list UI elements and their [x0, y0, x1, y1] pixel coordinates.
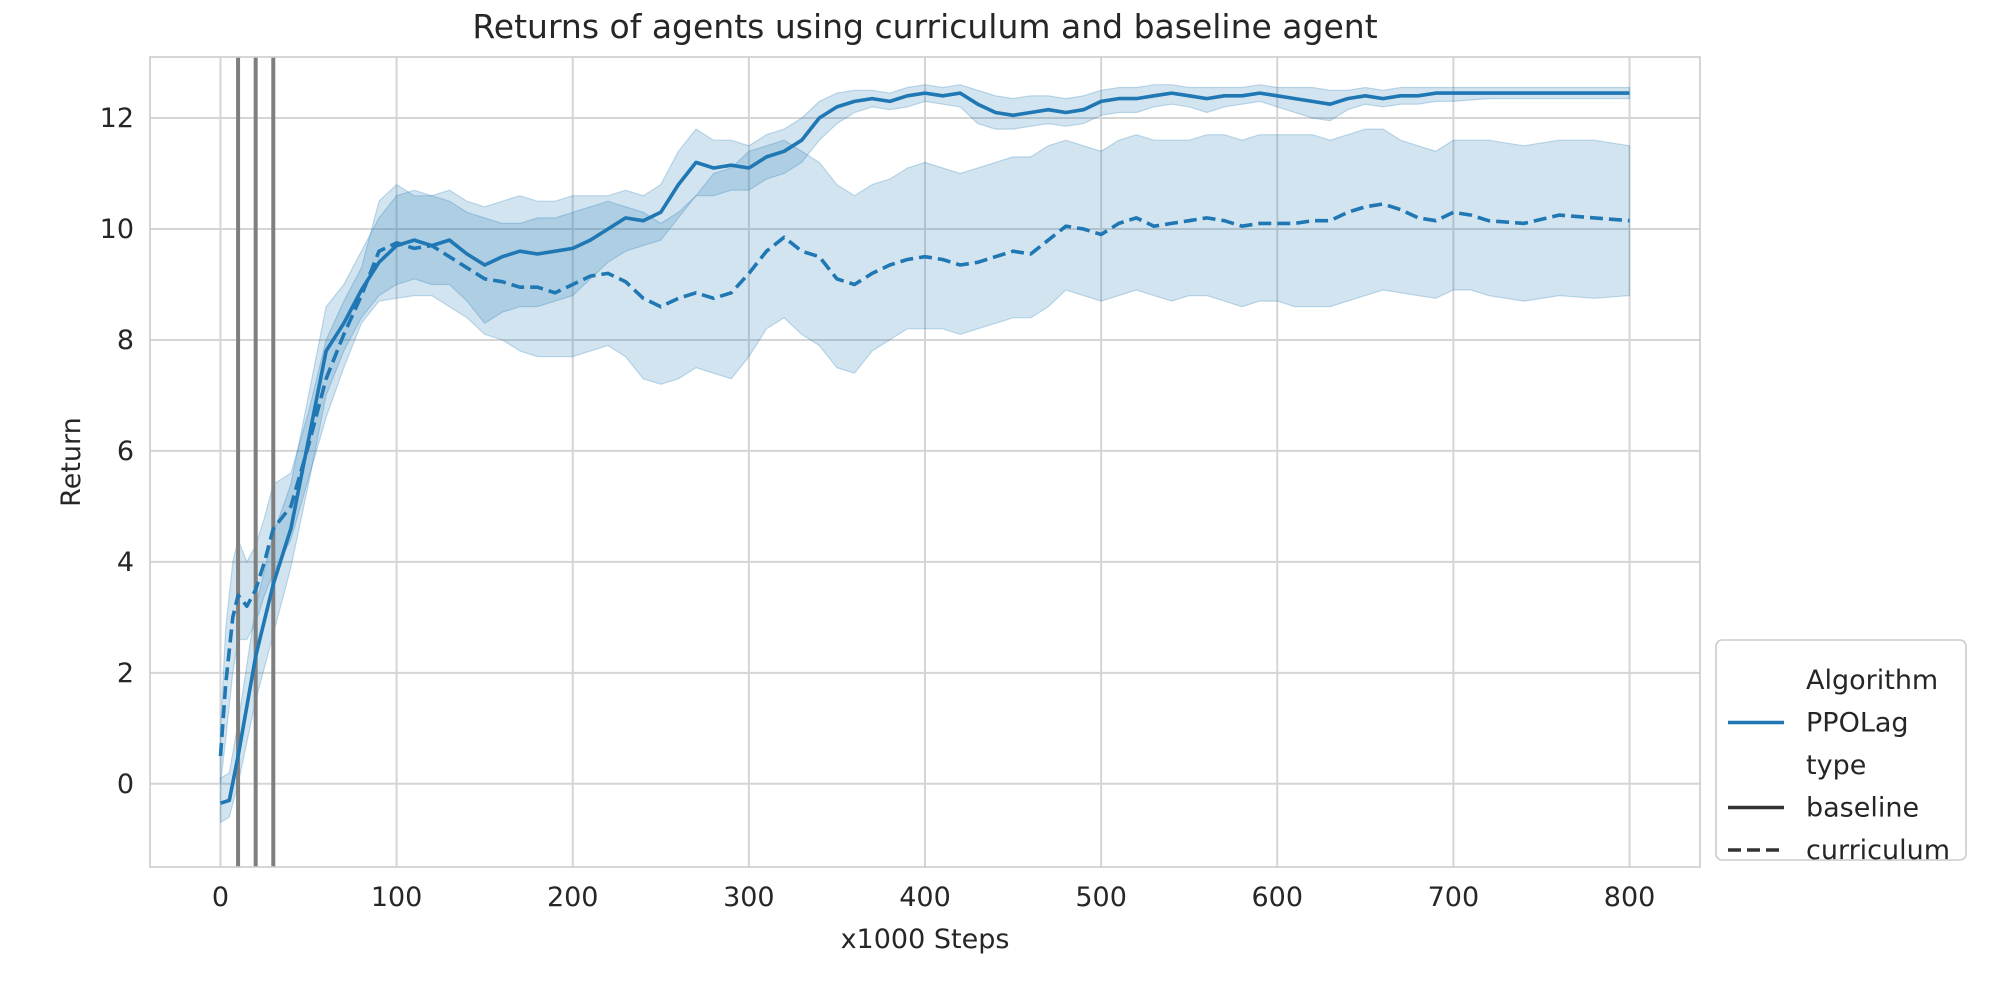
y-tick-label: 10 — [100, 214, 134, 245]
legend: Algorithm PPOLag type baseline curriculum — [1715, 639, 1967, 866]
vertical-markers — [236, 57, 276, 867]
x-tick-label: 300 — [723, 882, 775, 913]
plot-frame — [149, 56, 1701, 868]
x-tick-label: 500 — [1075, 882, 1127, 913]
x-tick-label: 100 — [371, 882, 423, 913]
series-lines — [218, 91, 1630, 805]
legend-group-title: type — [1806, 750, 1866, 781]
x-tick-label: 400 — [899, 882, 951, 913]
tick-labels: 0 100 200 300 400 500 600 700 800 0 2 4 6 8 10 12 — [100, 103, 1656, 913]
legend-entry-label: curriculum — [1806, 835, 1950, 866]
x-tick-label: 0 — [212, 882, 229, 913]
confidence-band-baseline — [219, 84, 1631, 824]
x-tick-label: 200 — [547, 882, 599, 913]
series-line-baseline — [219, 91, 1630, 805]
y-tick-label: 12 — [100, 103, 134, 134]
legend-entry-label: PPOLag — [1806, 708, 1909, 739]
confidence-bands — [219, 84, 1631, 824]
x-tick-label: 700 — [1428, 882, 1480, 913]
x-axis-label: x1000 Steps — [841, 924, 1010, 955]
y-tick-label: 6 — [117, 436, 134, 467]
legend-group-title: Algorithm — [1806, 665, 1938, 696]
x-tick-label: 800 — [1604, 882, 1656, 913]
y-axis-label: Return — [56, 417, 87, 507]
y-tick-label: 4 — [117, 547, 134, 578]
grid-lines — [150, 57, 1700, 867]
y-tick-label: 8 — [117, 325, 134, 356]
legend-box — [1715, 639, 1967, 861]
series-line-curriculum — [218, 202, 1630, 757]
chart-title: Returns of agents using curriculum and b… — [472, 7, 1377, 46]
y-tick-label: 0 — [117, 769, 134, 800]
legend-entry-label: baseline — [1806, 793, 1919, 824]
y-tick-label: 2 — [117, 658, 134, 689]
confidence-band-curriculum — [219, 128, 1631, 784]
x-tick-label: 600 — [1251, 882, 1303, 913]
